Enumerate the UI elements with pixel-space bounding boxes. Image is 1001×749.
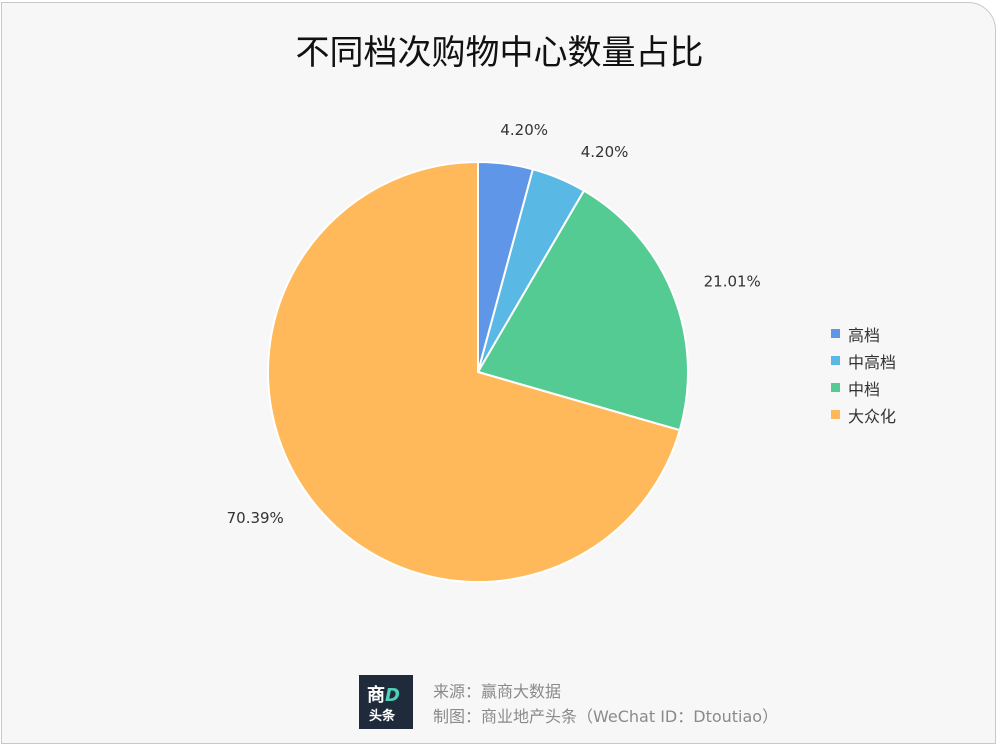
chart-legend: 高档中高档中档大众化 <box>831 320 896 428</box>
legend-label: 中高档 <box>848 352 897 372</box>
chart-title: 不同档次购物中心数量占比 <box>295 33 704 73</box>
data-label-1: 4.20% <box>500 121 548 139</box>
pie-chart: 4.20% 4.20% 21.01% 70.39% <box>227 121 761 583</box>
pie-slices <box>267 160 689 583</box>
legend-swatch <box>831 383 840 392</box>
legend-label: 中档 <box>848 379 881 399</box>
data-label-3: 21.01% <box>704 273 761 291</box>
data-label-4: 70.39% <box>227 509 284 527</box>
legend-item-4[interactable]: 大众化 <box>831 401 896 428</box>
legend-label: 高档 <box>848 325 881 345</box>
legend-label: 大众化 <box>848 406 897 426</box>
legend-item-2[interactable]: 中高档 <box>831 347 896 374</box>
legend-swatch <box>831 356 840 365</box>
legend-swatch <box>831 410 840 419</box>
data-label-2: 4.20% <box>581 143 629 161</box>
pie-data-labels: 4.20% 4.20% 21.01% 70.39% <box>227 121 761 527</box>
pie-slice-4 <box>267 160 682 583</box>
legend-swatch <box>831 329 840 338</box>
legend-item-3[interactable]: 中档 <box>831 374 896 401</box>
maker-text: 制图：商业地产头条（WeChat ID：Dtoutiao） <box>433 707 779 726</box>
legend-item-1[interactable]: 高档 <box>831 320 896 347</box>
pie-slice-3 <box>476 189 689 432</box>
source-text: 来源：赢商大数据 <box>433 682 562 701</box>
brand-logo: 商D 头条 <box>359 675 413 729</box>
